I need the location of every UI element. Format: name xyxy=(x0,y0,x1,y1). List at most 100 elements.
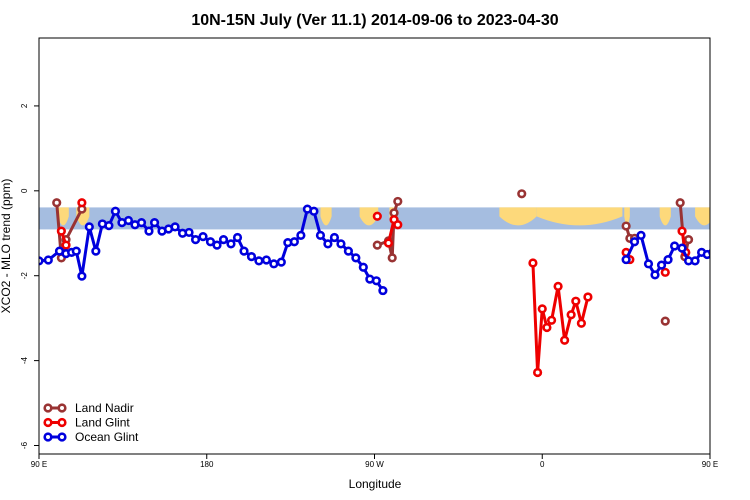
ocean-glint-point xyxy=(77,271,87,281)
land-band-segment xyxy=(320,207,332,226)
land-nadir-point xyxy=(716,204,723,211)
series-layer xyxy=(39,189,748,378)
legend-marker xyxy=(57,403,67,413)
ocean-glint-point xyxy=(656,260,667,270)
ocean-glint-point xyxy=(212,240,222,250)
land-glint-point xyxy=(660,267,670,277)
ocean-glint-point xyxy=(728,248,735,255)
land-nadir-point xyxy=(387,253,397,263)
land-glint-point xyxy=(383,238,394,248)
land-glint-point xyxy=(372,211,382,221)
land-nadir-point xyxy=(517,189,527,199)
land-nadir-point xyxy=(621,221,631,231)
x-axis-label: Longitude xyxy=(349,477,402,491)
ocean-glint-point xyxy=(91,246,101,256)
land-glint-point xyxy=(576,318,586,328)
land-nadir-point xyxy=(52,198,62,208)
ocean-glint-point xyxy=(84,222,94,232)
y-axis: 2 0 -2 -4 -6 xyxy=(20,103,39,449)
ocean-glint-point xyxy=(336,239,346,249)
legend-label: Land Glint xyxy=(75,416,130,430)
land-glint-point xyxy=(537,304,547,314)
ocean-glint-point xyxy=(254,256,264,266)
ocean-glint-point xyxy=(110,206,121,216)
ocean-glint-point xyxy=(636,230,646,240)
ocean-glint-point xyxy=(218,235,229,245)
land-glint-point xyxy=(566,310,576,320)
land-nadir-point xyxy=(372,240,382,250)
ocean-glint-point xyxy=(205,237,216,247)
ocean-glint-point xyxy=(722,224,729,231)
legend-item-ocean-glint: Ocean Glint xyxy=(43,430,139,444)
ocean-glint-point xyxy=(643,259,654,269)
y-tick-label: 0 xyxy=(20,188,29,193)
land-band-segment xyxy=(499,207,537,226)
land-glint-point xyxy=(560,335,570,345)
ocean-glint-point xyxy=(136,218,147,228)
legend-item-land-nadir: Land Nadir xyxy=(43,401,134,415)
land-glint-point xyxy=(583,292,593,302)
y-tick-label: 2 xyxy=(20,103,29,108)
series-ocean-glint xyxy=(39,204,748,296)
ocean-glint-point xyxy=(184,227,194,238)
land-band-segment xyxy=(742,207,750,225)
ocean-glint-point xyxy=(144,226,154,236)
ocean-glint-point xyxy=(296,230,306,240)
ocean-glint-point xyxy=(629,237,640,247)
land-band-segment xyxy=(659,207,671,226)
land-glint-point xyxy=(77,198,87,208)
ocean-glint-point xyxy=(261,255,271,265)
land-nadir-point xyxy=(683,235,694,245)
y-axis-label: XCO2 - MLO trend (ppm) xyxy=(0,179,13,314)
y-tick-label: -2 xyxy=(20,272,29,280)
ocean-glint-point xyxy=(378,285,388,296)
ocean-glint-point xyxy=(289,237,299,247)
ocean-glint-point xyxy=(741,221,748,228)
land-band-segment xyxy=(536,207,623,226)
ocean-glint-point xyxy=(663,254,673,265)
ocean-glint-point xyxy=(104,221,114,231)
land-nadir-point xyxy=(675,198,685,208)
land-glint-point xyxy=(542,322,552,333)
ocean-glint-point xyxy=(621,254,631,265)
ocean-glint-point xyxy=(246,252,257,262)
ocean-glint-point xyxy=(149,218,160,228)
legend-marker xyxy=(57,432,67,442)
ocean-glint-point xyxy=(716,272,723,279)
ocean-glint-point xyxy=(343,246,354,256)
land-glint-point xyxy=(532,367,543,378)
legend-item-land-glint: Land Glint xyxy=(43,416,130,430)
land-nadir-point xyxy=(660,316,670,326)
ocean-glint-point xyxy=(351,253,361,263)
land-nadir-point xyxy=(393,196,403,207)
legend-label: Ocean Glint xyxy=(75,430,139,444)
land-glint-line xyxy=(531,262,590,374)
land-band-segment xyxy=(57,207,69,226)
ocean-glint-point xyxy=(239,246,249,256)
land-glint-point xyxy=(571,296,581,306)
legend-marker xyxy=(43,417,53,428)
land-band-segment xyxy=(359,207,379,226)
land-glint-point xyxy=(553,281,563,291)
ocean-glint-point xyxy=(198,232,208,242)
x-tick-label: 90 E xyxy=(702,460,718,469)
ocean-glint-point xyxy=(315,230,326,240)
ocean-glint-point xyxy=(650,270,660,280)
legend-label: Land Nadir xyxy=(75,401,134,415)
legend-marker xyxy=(43,403,53,413)
x-tick-label: 90 E xyxy=(31,460,47,469)
ocean-glint-point xyxy=(190,235,201,245)
ocean-glint-point xyxy=(123,215,134,226)
x-tick-label: 0 xyxy=(540,460,545,469)
chart-title: 10N-15N July (Ver 11.1) 2014-09-06 to 20… xyxy=(191,12,558,29)
ocean-glint-point xyxy=(690,256,700,266)
ocean-glint-point xyxy=(371,276,381,286)
land-glint-point xyxy=(546,315,557,325)
ocean-glint-point xyxy=(309,206,319,216)
legend-marker xyxy=(57,417,67,428)
ocean-glint-point xyxy=(43,255,53,265)
ocean-glint-point xyxy=(329,232,340,243)
x-axis: 90 E 180 90 W 0 90 E xyxy=(31,454,718,469)
